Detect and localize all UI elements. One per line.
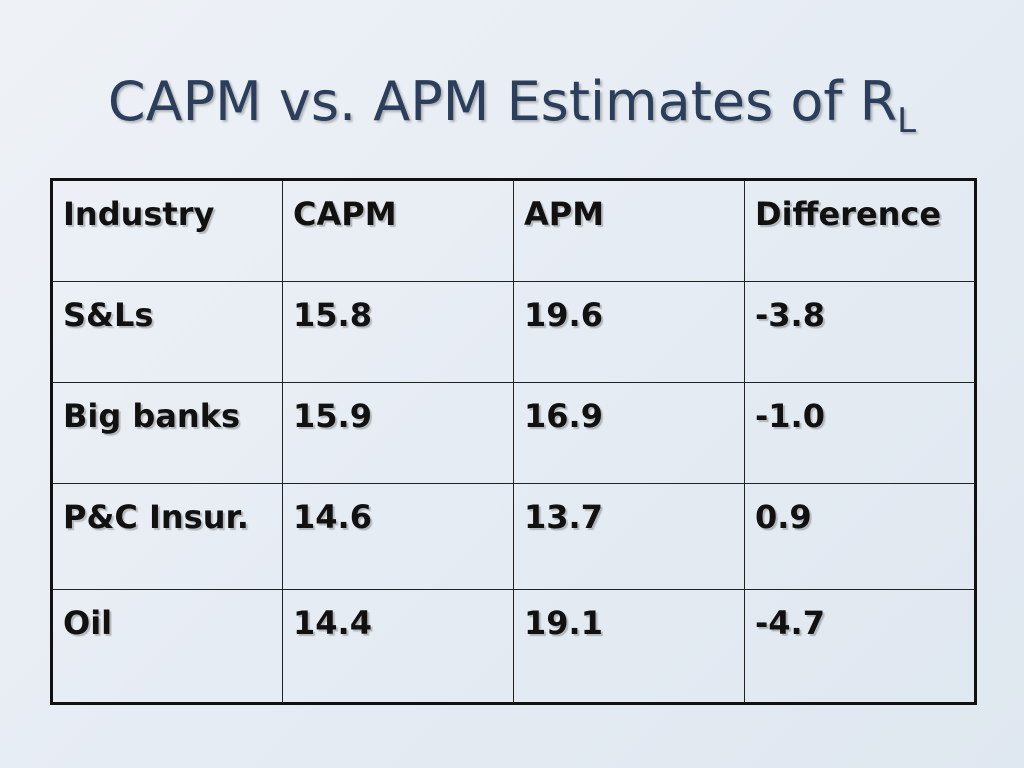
capm-cell: 14.4 xyxy=(282,589,514,704)
header-cell-industry: Industry xyxy=(51,179,283,282)
slide-title: CAPM vs. APM Estimates of RL xyxy=(0,70,1024,141)
difference-cell: -3.8 xyxy=(744,281,976,383)
header-cell-difference: Difference xyxy=(744,179,976,282)
slide-title-subscript: L xyxy=(897,101,917,141)
difference-cell: -1.0 xyxy=(744,382,976,484)
industry-cell: Oil xyxy=(51,589,283,704)
difference-cell: -4.7 xyxy=(744,589,976,704)
table-row: P&C Insur. 14.6 13.7 0.9 xyxy=(51,483,976,590)
industry-cell: S&Ls xyxy=(51,281,283,383)
apm-cell: 13.7 xyxy=(513,483,745,590)
header-cell-capm: CAPM xyxy=(282,179,514,282)
table-row: Big banks 15.9 16.9 -1.0 xyxy=(51,382,976,484)
difference-cell: 0.9 xyxy=(744,483,976,590)
capm-cell: 14.6 xyxy=(282,483,514,590)
table-row: S&Ls 15.8 19.6 -3.8 xyxy=(51,281,976,383)
capm-cell: 15.8 xyxy=(282,281,514,383)
industry-cell: P&C Insur. xyxy=(51,483,283,590)
table-header-row: Industry CAPM APM Difference xyxy=(51,179,976,282)
slide-title-main: CAPM vs. APM Estimates of R xyxy=(107,70,898,133)
table-row: Oil 14.4 19.1 -4.7 xyxy=(51,589,976,704)
capm-cell: 15.9 xyxy=(282,382,514,484)
apm-cell: 16.9 xyxy=(513,382,745,484)
industry-cell: Big banks xyxy=(51,382,283,484)
apm-cell: 19.1 xyxy=(513,589,745,704)
header-cell-apm: APM xyxy=(513,179,745,282)
apm-cell: 19.6 xyxy=(513,281,745,383)
estimates-table: Industry CAPM APM Difference S&Ls 15.8 1… xyxy=(50,178,977,705)
